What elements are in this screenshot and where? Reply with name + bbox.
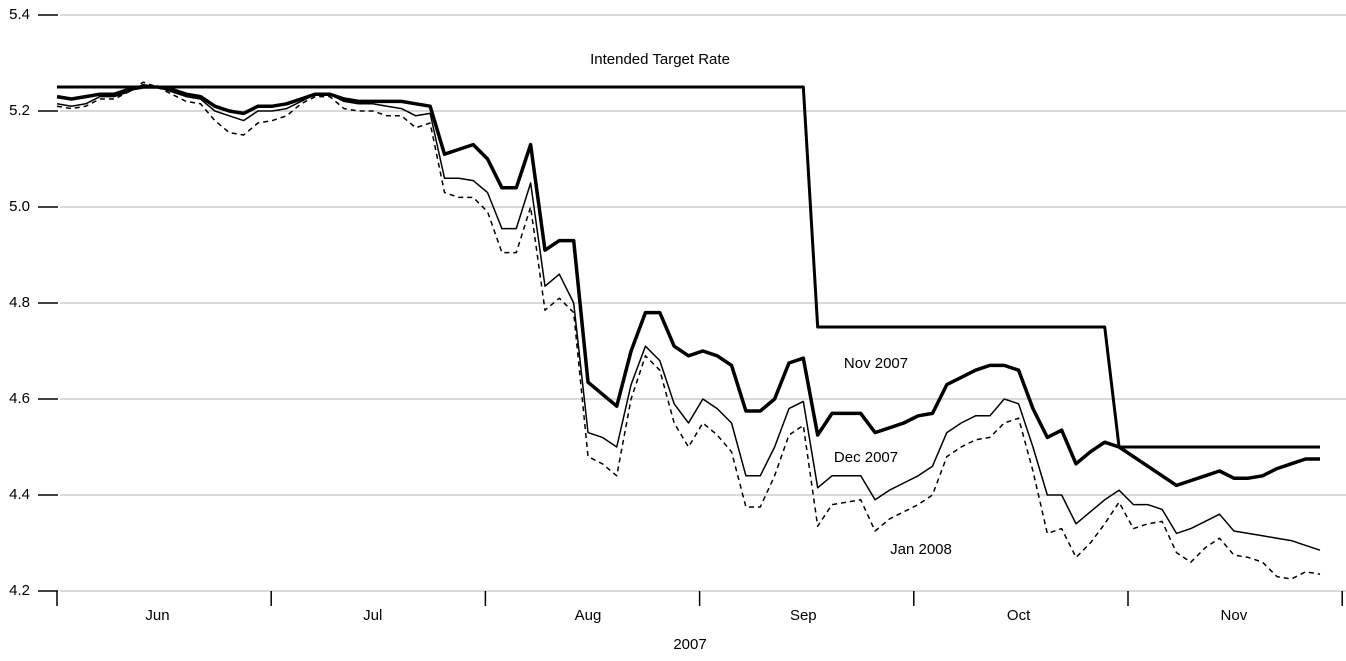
y-tick-label: 4.4 bbox=[9, 486, 30, 503]
y-tick-label: 5.0 bbox=[9, 198, 30, 215]
x-tick-label: Nov bbox=[1221, 607, 1248, 624]
x-tick-label: Aug bbox=[575, 607, 602, 624]
y-tick-label: 4.6 bbox=[9, 390, 30, 407]
series-line bbox=[57, 85, 1320, 449]
series-line bbox=[56, 85, 1320, 488]
x-tick-label: Jul bbox=[363, 607, 382, 624]
y-tick-label: 5.4 bbox=[9, 6, 30, 23]
series-label: Nov 2007 bbox=[844, 355, 908, 372]
y-tick-label: 4.2 bbox=[9, 582, 30, 599]
x-tick-label: Oct bbox=[1007, 607, 1031, 624]
x-axis-label: 2007 bbox=[673, 636, 706, 653]
series-line bbox=[56, 81, 1321, 580]
x-tick-label: Jun bbox=[145, 607, 169, 624]
series-label: Dec 2007 bbox=[834, 449, 898, 466]
y-tick-label: 5.2 bbox=[9, 102, 30, 119]
series-line bbox=[56, 83, 1321, 551]
y-tick-label: 4.8 bbox=[9, 294, 30, 311]
series-label: Jan 2008 bbox=[890, 541, 952, 558]
x-tick-label: Sep bbox=[790, 607, 817, 624]
series-label: Intended Target Rate bbox=[590, 51, 730, 68]
